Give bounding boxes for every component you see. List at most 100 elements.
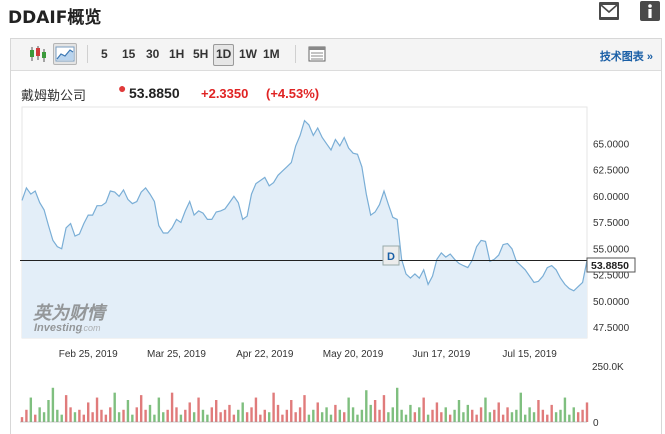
interval-1m[interactable]: 1M <box>263 47 280 61</box>
volume-bar <box>267 412 271 422</box>
volume-bar <box>409 404 412 422</box>
volume-bar <box>20 417 24 422</box>
volume-bar <box>254 397 258 422</box>
info-icon[interactable] <box>639 0 661 22</box>
candlestick-button[interactable] <box>25 43 49 65</box>
table-view-button[interactable] <box>305 43 329 65</box>
volume-bar <box>139 395 143 422</box>
volume-bar <box>91 412 94 422</box>
volume-bar <box>157 397 161 422</box>
interval-5[interactable]: 5 <box>101 47 108 61</box>
chart-toolbar: 5 15 30 1H 5H 1D 1W 1M 技术图表 » <box>11 39 661 71</box>
volume-bar <box>290 400 293 422</box>
volume-bar <box>365 390 368 422</box>
volume-bar <box>391 407 394 422</box>
volume-bar <box>387 412 390 422</box>
volume-bar <box>550 404 553 422</box>
volume-bar <box>60 414 63 422</box>
volume-bar <box>532 412 536 422</box>
toolbar-divider <box>87 45 88 63</box>
mail-icon[interactable] <box>598 0 620 22</box>
volume-bar <box>422 397 425 422</box>
event-marker[interactable] <box>382 245 400 266</box>
volume-bar <box>259 414 262 422</box>
volume-bar <box>510 412 514 422</box>
x-tick-label: Feb 25, 2019 <box>59 349 118 360</box>
volume-bar <box>131 414 134 422</box>
technical-chart-link[interactable]: 技术图表 » <box>599 51 653 63</box>
volume-bar <box>272 392 275 422</box>
interval-15[interactable]: 15 <box>122 47 136 61</box>
interval-1w[interactable]: 1W <box>239 47 257 61</box>
volume-bar <box>144 409 147 422</box>
volume-bar <box>400 409 403 422</box>
volume-bar <box>69 407 72 422</box>
volume-bar <box>162 412 165 422</box>
y-tick-label: 50.0000 <box>593 297 630 308</box>
volume-bar <box>179 414 183 422</box>
y-tick-label: 52.5000 <box>593 271 630 282</box>
volume-bar <box>563 397 567 422</box>
interval-5h[interactable]: 5H <box>193 47 209 61</box>
x-tick-label: Jun 17, 2019 <box>412 349 470 360</box>
watermark-cn: 英为财情 <box>33 303 108 323</box>
interval-1d[interactable]: 1D <box>213 44 235 66</box>
volume-bar <box>201 409 205 422</box>
volume-bar <box>113 392 116 422</box>
volume-bar <box>64 395 68 422</box>
volume-bar <box>192 412 196 422</box>
area-chart-button[interactable] <box>53 43 77 65</box>
watermark-com: .com <box>81 323 101 333</box>
volume-bar <box>418 407 421 422</box>
volume-bar <box>568 414 571 422</box>
volume-bar <box>462 412 465 422</box>
volume-bar <box>188 402 191 422</box>
volume-bar <box>585 402 589 422</box>
volume-bar <box>475 414 478 422</box>
volume-bar <box>404 414 408 422</box>
volume-bar <box>519 392 522 422</box>
table-icon <box>308 46 326 62</box>
candlestick-icon <box>30 46 46 62</box>
volume-bar <box>281 414 284 422</box>
toolbar-divider <box>295 45 296 63</box>
volume-bar <box>444 407 447 422</box>
volume-bar <box>78 409 81 422</box>
volume-bar <box>285 409 289 422</box>
volume-bar <box>122 409 125 422</box>
volume-bar <box>215 400 218 422</box>
volume-bar <box>126 400 130 422</box>
price-area-fill <box>22 120 587 338</box>
volume-bar <box>484 397 487 422</box>
volume-bar <box>329 414 333 422</box>
volume-bar <box>382 395 386 422</box>
volume-bar <box>42 412 46 422</box>
volume-bar <box>325 407 328 422</box>
interval-1h[interactable]: 1H <box>169 47 185 61</box>
volume-bar <box>197 397 200 422</box>
volume-bar <box>546 414 549 422</box>
volume-bar <box>38 407 41 422</box>
volume-bar <box>453 409 456 422</box>
x-tick-label: Apr 22, 2019 <box>236 349 294 360</box>
price-change-percent: (+4.53%) <box>266 86 320 101</box>
volume-bar <box>237 409 240 422</box>
y-tick-label: 60.0000 <box>593 192 630 203</box>
interval-30[interactable]: 30 <box>146 47 160 61</box>
volume-bar <box>263 409 266 422</box>
watermark-en: Investing <box>34 322 83 334</box>
volume-bar <box>581 409 584 422</box>
volume-bar <box>307 414 311 422</box>
volume-bar <box>524 414 527 422</box>
volume-bar <box>497 402 500 422</box>
volume-bar <box>559 409 562 422</box>
volume-bar <box>351 407 355 422</box>
volume-bar <box>109 407 112 422</box>
volume-bar <box>210 407 214 422</box>
current-price-label: 53.8850 <box>591 260 629 272</box>
watermark-logo: 英为财情 Investing .com <box>33 303 108 334</box>
x-tick-label: May 20, 2019 <box>323 349 384 360</box>
volume-bar <box>175 407 178 422</box>
volume-bar <box>95 397 99 422</box>
